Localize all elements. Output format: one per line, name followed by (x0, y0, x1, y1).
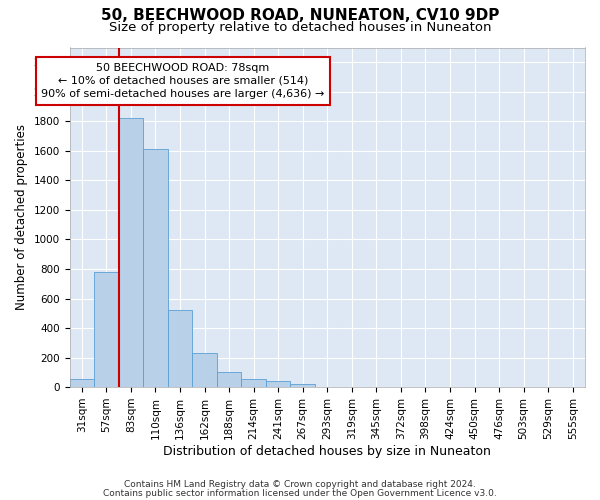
Y-axis label: Number of detached properties: Number of detached properties (15, 124, 28, 310)
Bar (70, 379, 94, 387)
Bar (119, 118, 143, 387)
Bar (266, 381, 290, 387)
Bar (168, 310, 192, 387)
Text: 50, BEECHWOOD ROAD, NUNEATON, CV10 9DP: 50, BEECHWOOD ROAD, NUNEATON, CV10 9DP (101, 8, 499, 22)
Text: Size of property relative to detached houses in Nuneaton: Size of property relative to detached ho… (109, 21, 491, 34)
Bar (217, 372, 241, 387)
Bar (290, 384, 315, 387)
Bar (192, 353, 217, 387)
Bar (143, 150, 168, 387)
Bar (241, 379, 266, 387)
X-axis label: Distribution of detached houses by size in Nuneaton: Distribution of detached houses by size … (163, 444, 491, 458)
Bar (94, 272, 119, 387)
Text: Contains public sector information licensed under the Open Government Licence v3: Contains public sector information licen… (103, 488, 497, 498)
Text: 50 BEECHWOOD ROAD: 78sqm
← 10% of detached houses are smaller (514)
90% of semi-: 50 BEECHWOOD ROAD: 78sqm ← 10% of detach… (41, 63, 325, 99)
Text: Contains HM Land Registry data © Crown copyright and database right 2024.: Contains HM Land Registry data © Crown c… (124, 480, 476, 489)
